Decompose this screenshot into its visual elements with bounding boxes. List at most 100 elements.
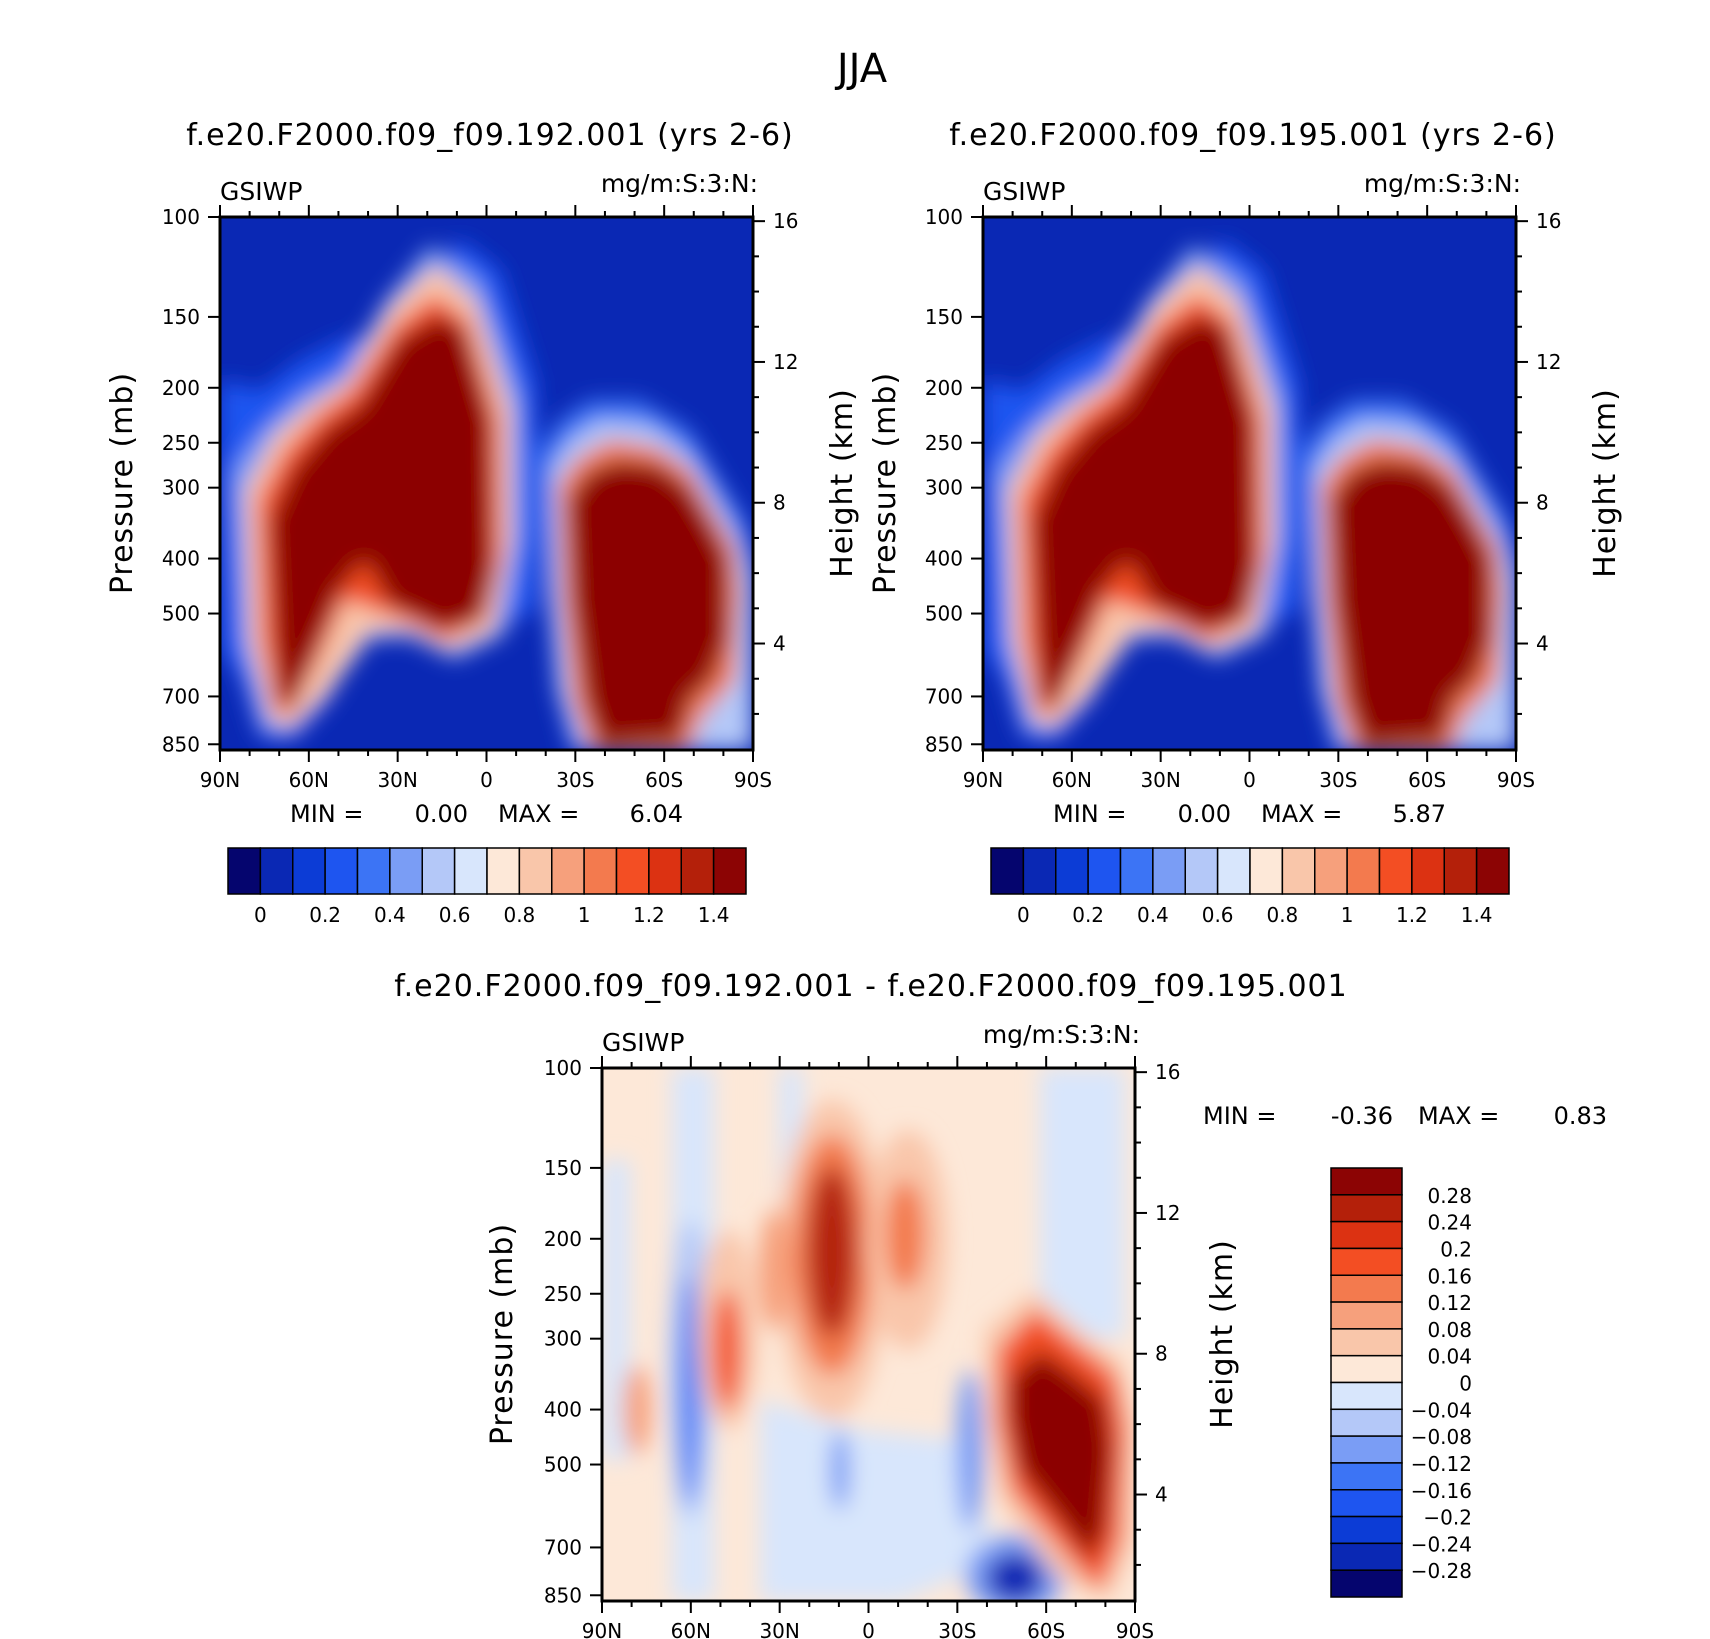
x-tick-label: 60S	[1408, 768, 1446, 792]
colorbar-swatch	[648, 847, 682, 895]
colorbar-swatch	[1087, 847, 1122, 895]
colorbar-swatch	[1330, 1328, 1403, 1357]
panel-left: f.e20.F2000.f09_f09.192.001 (yrs 2-6) GS…	[105, 118, 860, 927]
variable-label: GSIWP	[602, 1028, 684, 1057]
colorbar-label: −0.24	[1411, 1532, 1472, 1556]
colorbar-label: −0.28	[1411, 1559, 1472, 1583]
min-label: MIN =	[1203, 1102, 1276, 1130]
colorbar-label: 0.8	[503, 903, 535, 927]
colorbar-label: 0	[1017, 903, 1030, 927]
y-tick-label: 300	[544, 1327, 582, 1351]
colorbar-swatch	[680, 847, 715, 895]
colorbar-swatch	[1330, 1354, 1403, 1384]
max-label: MAX =	[1261, 800, 1342, 828]
x-tick-label: 60N	[289, 768, 329, 792]
y-tick-label: 700	[162, 684, 200, 708]
colorbar-label: −0.12	[1411, 1452, 1472, 1476]
x-tick-label: 90S	[1497, 768, 1535, 792]
y2-tick-label: 12	[773, 350, 798, 374]
colorbar: 0 0.2 0.4 0.6 0.8 1 1.2 1.4	[227, 847, 747, 927]
y-tick-label: 100	[544, 1056, 582, 1080]
colorbar-label: −0.16	[1411, 1479, 1472, 1503]
colorbar-swatch	[712, 847, 747, 895]
x-tick-label: 60N	[1052, 768, 1092, 792]
colorbar-swatch	[1330, 1167, 1403, 1196]
colorbar-swatch	[1330, 1220, 1403, 1250]
colorbar-swatch	[1346, 847, 1381, 895]
min-label: MIN =	[290, 800, 363, 828]
colorbar-swatch	[1281, 847, 1316, 895]
y-tick-label: 100	[162, 205, 200, 229]
colorbar-label: 0.12	[1427, 1291, 1472, 1315]
colorbar-label: 0.24	[1427, 1211, 1472, 1235]
colorbar: 0 0.2 0.4 0.6 0.8 1 1.2 1.4	[990, 847, 1510, 927]
colorbar-swatch	[1216, 847, 1251, 895]
max-label: MAX =	[1418, 1102, 1499, 1130]
colorbar-swatch	[389, 847, 423, 895]
min-value: -0.36	[1331, 1102, 1393, 1130]
colorbar-swatch	[1330, 1542, 1403, 1571]
panel-title: f.e20.F2000.f09_f09.192.001 - f.e20.F200…	[394, 969, 1347, 1004]
y-tick-label: 200	[162, 376, 200, 400]
y2-tick-label: 16	[1536, 209, 1561, 233]
y-tick-label: 150	[162, 305, 200, 329]
panel-title: f.e20.F2000.f09_f09.192.001 (yrs 2-6)	[186, 118, 793, 153]
colorbar-label: 0.2	[1440, 1237, 1472, 1261]
y-tick-label: 400	[925, 547, 963, 571]
panel-right: f.e20.F2000.f09_f09.195.001 (yrs 2-6) GS…	[868, 118, 1623, 927]
y2-tick-label: 16	[773, 209, 798, 233]
x-tick-label: 90S	[734, 768, 772, 792]
colorbar-swatch	[1330, 1462, 1403, 1491]
colorbar-swatch	[453, 847, 488, 895]
y2-axis-label: Height (km)	[825, 388, 860, 578]
x-tick-label: 30S	[556, 768, 594, 792]
axes: 90N 60N 30N 0 30S 60S 90S 100 150 200 250 300 400 500…	[162, 205, 798, 792]
min-value: 0.00	[1178, 800, 1231, 828]
colorbar-label: 0.6	[1202, 903, 1234, 927]
max-value: 5.87	[1393, 800, 1446, 828]
x-tick-label: 30N	[1140, 768, 1180, 792]
colorbar-swatch	[1022, 847, 1057, 895]
colorbar-swatch	[1330, 1489, 1403, 1518]
colorbar-swatch	[1330, 1301, 1403, 1330]
colorbar-label: 0.28	[1427, 1184, 1472, 1208]
x-tick-label: 30S	[1319, 768, 1357, 792]
colorbar-swatch	[1330, 1515, 1403, 1545]
units-label: mg/m:S:3:N:	[601, 169, 758, 198]
colorbar-label: 0.4	[374, 903, 406, 927]
colorbar-swatch	[486, 847, 521, 895]
y-tick-label: 700	[544, 1535, 582, 1559]
x-tick-label: 60N	[671, 1619, 711, 1639]
colorbar-label: −0.04	[1411, 1398, 1472, 1422]
x-tick-label: 0	[1243, 768, 1256, 792]
colorbar-label: 1.4	[1461, 903, 1493, 927]
min-value: 0.00	[415, 800, 468, 828]
y-axis-label: Pressure (mb)	[105, 372, 140, 594]
y2-tick-label: 4	[1155, 1483, 1168, 1507]
colorbar-swatch	[292, 847, 326, 895]
colorbar-label: 0.6	[439, 903, 471, 927]
y-tick-label: 100	[925, 205, 963, 229]
x-tick-label: 90N	[200, 768, 240, 792]
colorbar-label: 1	[578, 903, 591, 927]
colorbar-swatch	[551, 847, 585, 895]
y2-tick-label: 8	[1536, 491, 1549, 515]
axes: 90N 60N 30N 0 30S 60S 90S 100 150 200 250 300 400 500…	[544, 1056, 1180, 1639]
y2-axis-label: Height (km)	[1588, 388, 1623, 578]
y-axis-label: Pressure (mb)	[868, 372, 903, 594]
y2-tick-label: 8	[773, 491, 786, 515]
x-tick-label: 0	[480, 768, 493, 792]
x-tick-label: 90N	[963, 768, 1003, 792]
y-tick-label: 850	[162, 732, 200, 756]
axes: 90N 60N 30N 0 30S 60S 90S 100 150 200 250 300 400 500…	[925, 205, 1561, 792]
colorbar-swatch	[1330, 1435, 1403, 1464]
y-tick-label: 500	[162, 602, 200, 626]
x-tick-label: 0	[862, 1619, 875, 1639]
y2-tick-label: 16	[1155, 1060, 1180, 1084]
x-tick-label: 60S	[1027, 1619, 1065, 1639]
colorbar-swatch	[1411, 847, 1445, 895]
y2-tick-label: 12	[1155, 1201, 1180, 1225]
colorbar-label: 0.16	[1427, 1264, 1472, 1288]
max-value: 6.04	[630, 800, 683, 828]
